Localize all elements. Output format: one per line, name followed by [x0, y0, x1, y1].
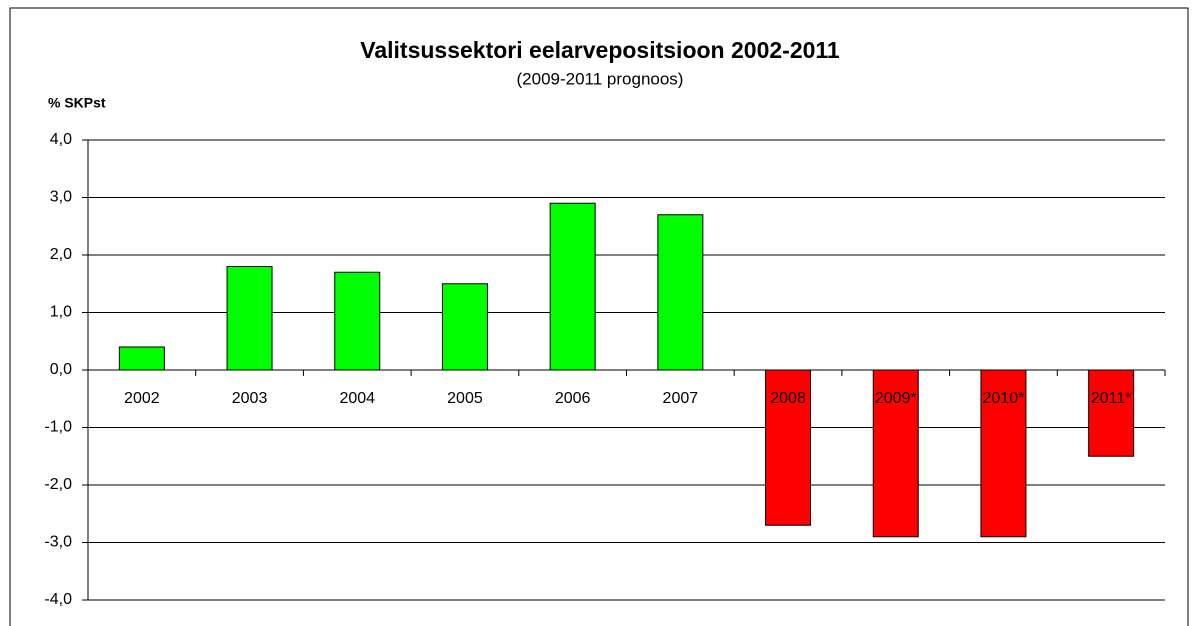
chart-frame [9, 7, 1189, 626]
bar [657, 214, 704, 371]
x-tick-label: 2005 [447, 390, 483, 407]
x-tick-label: 2003 [232, 390, 268, 407]
y-axis-label: % SKPst [48, 95, 106, 111]
bar [441, 283, 488, 371]
x-tick-label: 2002 [124, 390, 160, 407]
y-tick-label: 0,0 [50, 361, 72, 378]
y-tick-label: -1,0 [44, 419, 72, 436]
y-tick-label: 2,0 [50, 246, 72, 263]
y-tick-label: -4,0 [44, 591, 72, 608]
chart-subtitle: (2009-2011 prognoos) [517, 69, 684, 88]
y-tick-label: -2,0 [44, 476, 72, 493]
bar [118, 346, 165, 371]
bar [334, 271, 381, 371]
bar [980, 369, 1027, 538]
x-tick-label: 2011* [1091, 390, 1132, 407]
bar [1088, 369, 1135, 457]
x-tick-label: 2007 [663, 390, 699, 407]
y-tick-label: -3,0 [44, 534, 72, 551]
y-tick-label: 3,0 [50, 189, 72, 206]
x-tick-label: 2006 [555, 390, 591, 407]
x-tick-label: 2008 [770, 390, 806, 407]
bar [872, 369, 919, 538]
y-tick-label: 1,0 [50, 304, 72, 321]
y-tick-label: 4,0 [50, 131, 72, 148]
bar [226, 266, 273, 371]
x-tick-label: 2004 [339, 390, 375, 407]
bar [765, 369, 812, 526]
x-tick-label: 2009* [875, 390, 917, 407]
x-tick-label: 2010* [983, 390, 1025, 407]
bar [549, 202, 596, 371]
chart-title: Valitsussektori eelarvepositsioon 2002-2… [360, 37, 840, 63]
